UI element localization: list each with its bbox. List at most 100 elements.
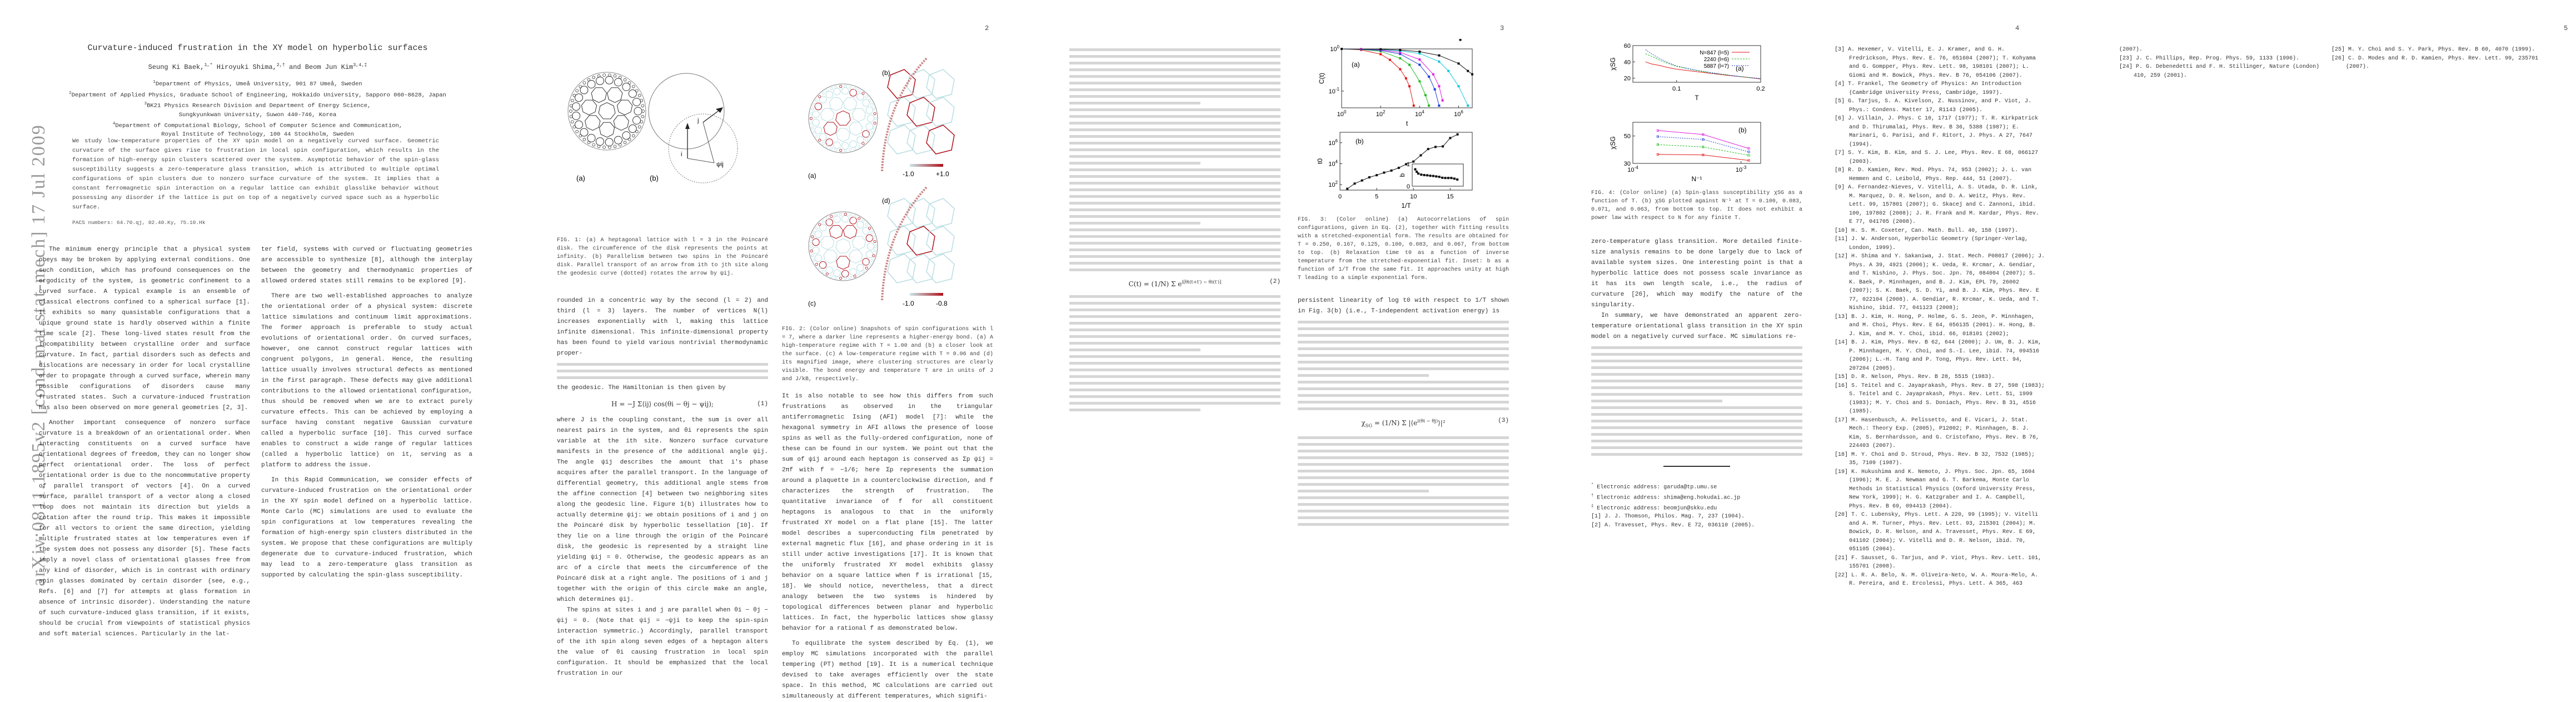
lattice-heptagon [632,116,641,125]
reference-item: [15] D. R. Nelson, Phys. Rev. B 28, 5515… [1835,373,2046,382]
lattice-heptagon [818,266,821,270]
lattice-heptagon [821,220,825,223]
tick-label: 1 [1407,161,1410,168]
reference-item: [22] L. R. A. Belo, N. M. Oliveira-Neto,… [1835,571,2046,589]
lattice-bond [906,69,935,99]
y-axis-label: χSG [1609,136,1617,150]
affil-text: Department of Physics, Umeå University, … [155,81,362,88]
text-line [1298,516,1509,520]
text-line [1591,406,1802,409]
reference-text: D. R. Nelson, Phys. Rev. B 28, 5515 (198… [1851,374,1995,380]
lattice-heptagon [870,103,874,106]
reference-number: [2] [1591,522,1602,529]
series-line [1341,48,1473,75]
lattice-heptagon [839,212,843,216]
text-line [1069,155,1280,158]
lattice-heptagon [853,215,856,218]
series-line [1341,48,1439,106]
data-point [1457,85,1460,88]
data-point [1379,53,1382,56]
reference-text: J. C. Phillips, Rep. Prog. Phys. 59, 113… [2136,55,2300,62]
lattice-heptagon [622,131,631,140]
reference-text: M. Y. Choi and S. Y. Park, Phys. Rev. B … [2348,47,2535,53]
text-line [1591,393,1802,396]
reference-item: [11] J. W. Anderson, Hyperbolic Geometry… [1835,235,2046,252]
lattice-heptagon [834,148,838,151]
text-line [1069,68,1280,71]
tick-label: 104 [1328,159,1338,167]
equation-3: χSG = (1/N) Σ |⟨ei(θi − θj)⟩|² (3) [1361,417,1509,429]
lattice-heptagon [820,236,835,250]
lattice-heptagon [861,220,865,223]
tick-label: 40 [1624,59,1631,66]
lattice-heptagon [815,98,818,102]
lattice-heptagon [874,245,877,248]
text-line [1298,523,1509,526]
data-point [1418,58,1421,61]
data-point [1747,154,1750,157]
arrowhead [716,107,723,113]
figure-4-caption: FIG. 4: (Color online) (a) Spin-glass su… [1591,190,1802,221]
text-line [1069,395,1280,398]
data-point [1747,151,1750,153]
affiliation: Sungkyunkwan University, Suwon 440-746, … [0,111,515,120]
lattice-heptagon [825,218,833,226]
lattice-heptagon [841,215,849,223]
tick-label: 30 [1624,161,1631,167]
lattice-heptagon [613,145,617,148]
paragraph: rounded in a concentric way by the secon… [557,297,768,357]
text-line [1298,456,1509,460]
tick-label: 50 [1624,133,1631,140]
data-point [1341,47,1343,50]
lattice-bond [926,198,955,228]
lattice-heptagon [572,111,581,120]
lattice-bond [887,253,916,283]
affil-text: Sungkyunkwan University, Suwon 440-746, … [178,111,337,118]
reference-number: [12] [1835,253,1848,260]
lattice-heptagon [873,122,876,125]
reference-text: A. Travesset, Phys. Rev. E 72, 036110 (2… [1605,522,1755,529]
text-line [1298,374,1429,377]
lattice-heptagon [607,87,623,103]
footnote: ‡ Electronic address: beomjun@skku.edu [1591,502,1802,513]
poincare-disk [648,73,725,150]
text-line [1298,463,1509,466]
lattice-bond [906,253,935,283]
text-line [1069,148,1280,151]
data-point [1399,68,1402,71]
data-point [1427,148,1429,151]
lattice-heptagon [635,89,639,93]
lattice-heptagon [866,242,875,250]
page-number: 5 [2564,24,2568,32]
page-number: 2 [985,24,989,32]
data-point [1408,85,1411,88]
lattice-heptagon [858,145,861,148]
data-point [1702,133,1705,136]
lattice-heptagon [575,130,579,133]
series-line [1645,49,1761,79]
data-point [1432,175,1434,177]
text-line [1298,496,1509,500]
lattice-heptagon [810,112,813,115]
reference-text: A. Hexemer, V. Vitelli, E. J. Kramer, an… [1848,47,2036,79]
author-affil-mark: 3,4,‡ [353,62,367,68]
text-line [1069,175,1280,178]
lattice-heptagon [587,78,591,82]
lattice-heptagon [579,134,582,138]
lattice-heptagon [582,81,586,84]
data-point [1747,147,1750,150]
plot-frame [1339,132,1473,191]
text-line [1591,420,1802,422]
lattice-heptagon [605,76,614,84]
reference-number: [18] [1835,451,1848,458]
page-3: 3 C(t) = (1/N) Σ ei[θi(t+t′) − θi(t′)] (2… [1030,0,1546,667]
data-point [1438,60,1441,63]
lattice-heptagon [821,92,825,95]
lattice-heptagon [812,110,820,118]
paragraph: To equilibrate the system described by E… [782,640,993,700]
text-line [1298,476,1509,480]
body-column-left: FIG. 1: (a) A heptagonal lattice with l … [557,236,768,679]
plot-frame [1632,122,1761,164]
reference-number: [3] [1835,47,1845,53]
data-point [1399,49,1402,52]
